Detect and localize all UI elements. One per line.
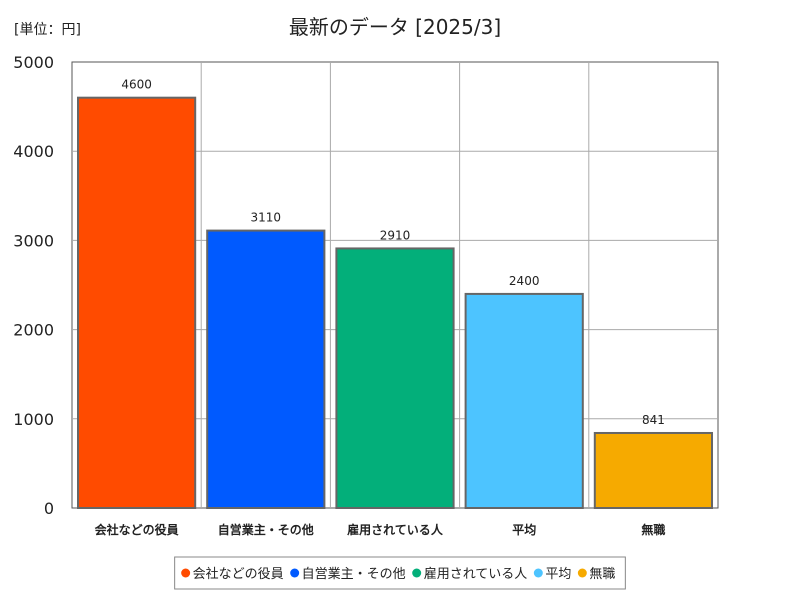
- legend-entry: 無職: [589, 567, 615, 582]
- bar: [335, 247, 455, 509]
- data-label: 3110: [251, 211, 282, 225]
- legend-box: [174, 556, 626, 590]
- y-tick-label: 5000: [13, 53, 54, 72]
- legend: 会社などの役員 自営業主・その他 雇用されている人 平均 無職: [174, 556, 626, 590]
- y-tick-label: 4000: [13, 142, 54, 161]
- legend-entry: 平均: [545, 567, 571, 582]
- x-tick-label: 雇用されている人: [347, 522, 444, 537]
- x-tick-label: 平均: [512, 522, 536, 537]
- x-tick-label: 自営業主・その他: [218, 522, 314, 537]
- x-axis-ticks: 会社などの役員 自営業主・その他 雇用されている人 平均 無職: [95, 522, 666, 537]
- x-tick-label: 会社などの役員: [95, 522, 179, 537]
- x-tick-label: 無職: [641, 522, 665, 537]
- y-tick-label: 3000: [13, 231, 54, 250]
- y-tick-label: 0: [44, 499, 54, 518]
- y-tick-label: 2000: [13, 321, 54, 340]
- data-labels: 4600 3110 2910 2400 841: [121, 78, 665, 427]
- bar: [593, 431, 713, 509]
- legend-entry: 雇用されている人: [424, 566, 528, 582]
- legend-entry: 自営業主・その他: [302, 566, 406, 582]
- data-label: 841: [642, 413, 665, 427]
- data-label: 4600: [121, 78, 152, 92]
- legend-marker: [533, 568, 543, 578]
- y-axis-ticks: 0 1000 2000 3000 4000 5000: [13, 53, 54, 518]
- data-label: 2910: [380, 228, 411, 242]
- legend-marker: [290, 568, 300, 578]
- bars: [77, 96, 713, 510]
- chart-title: 最新のデータ [2025/3]: [289, 15, 501, 39]
- bar: [464, 292, 584, 510]
- unit-label: [単位：円]: [14, 22, 81, 38]
- data-label: 2400: [509, 274, 540, 288]
- legend-marker: [412, 568, 422, 578]
- bar: [77, 96, 197, 510]
- y-tick-label: 1000: [13, 410, 54, 429]
- legend-marker: [181, 568, 191, 578]
- bar: [206, 229, 326, 509]
- legend-entry: 会社などの役員: [193, 566, 284, 582]
- legend-marker: [577, 568, 587, 578]
